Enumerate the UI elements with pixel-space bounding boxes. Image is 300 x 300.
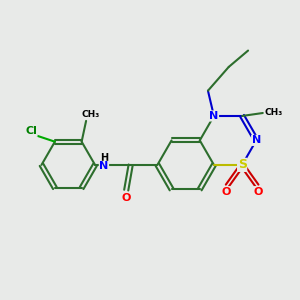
Text: S: S [238,158,247,171]
Text: O: O [221,187,230,196]
Text: CH₃: CH₃ [81,110,100,119]
Text: N: N [209,111,218,121]
Text: O: O [254,187,263,196]
Text: H: H [100,153,108,163]
Text: N: N [252,135,261,146]
Text: Cl: Cl [25,126,37,136]
Text: CH₃: CH₃ [264,109,283,118]
Text: N: N [99,161,109,171]
Text: O: O [122,193,131,202]
